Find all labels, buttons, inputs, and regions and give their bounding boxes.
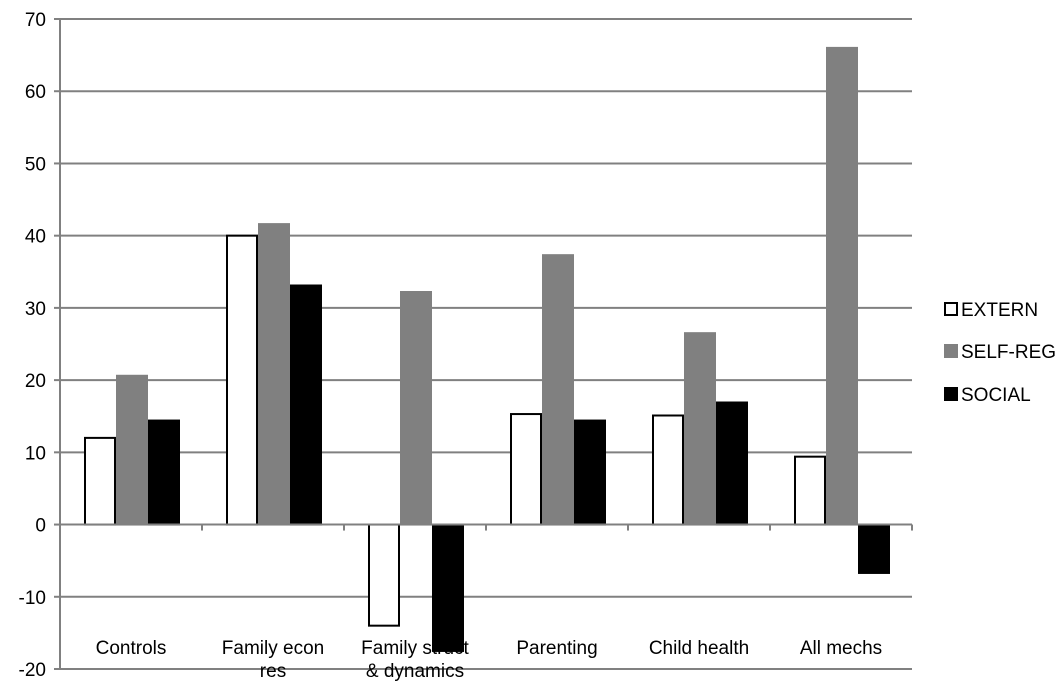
category-label: Parenting: [516, 638, 597, 659]
legend-label: SOCIAL: [961, 385, 1031, 406]
category-label: & dynamics: [366, 661, 464, 682]
bars: [84, 46, 890, 652]
y-tick-label: 10: [25, 443, 46, 464]
bar-extern-1: [226, 234, 258, 526]
bar-social-4: [716, 401, 748, 526]
bar-social-5: [858, 523, 890, 574]
bar-social-1: [290, 284, 322, 526]
legend-label: SELF-REG: [961, 342, 1056, 363]
bar-extern-4: [652, 414, 684, 526]
category-label: Child health: [649, 638, 749, 659]
bar-social-2: [432, 523, 464, 652]
y-tick-label: 20: [25, 371, 46, 392]
category-label: Family econ: [222, 638, 324, 659]
bar-self-reg-0: [116, 374, 148, 526]
bar-social-0: [148, 419, 180, 526]
legend-swatch-social: [944, 387, 958, 401]
bar-self-reg-3: [542, 254, 574, 526]
y-tick-label: 40: [25, 227, 46, 248]
y-tick-label: 60: [25, 82, 46, 103]
legend: EXTERN SELF-REG SOCIAL: [944, 300, 1056, 406]
y-axis-ticks: -20 -10 0 10 20 30 40 50 60 70: [19, 10, 60, 681]
y-tick-label: -10: [19, 588, 46, 609]
y-tick-label: 0: [35, 516, 46, 537]
axes: [59, 19, 913, 669]
bar-social-3: [574, 419, 606, 526]
y-tick-label: 50: [25, 154, 46, 175]
bar-self-reg-4: [684, 332, 716, 526]
gridlines: [60, 18, 912, 670]
y-tick-label: 30: [25, 299, 46, 320]
bar-self-reg-5: [826, 46, 858, 526]
category-label: res: [260, 661, 286, 682]
y-tick-label: -20: [19, 660, 46, 681]
bar-extern-2: [368, 523, 400, 627]
bar-extern-3: [510, 413, 542, 526]
legend-swatch-self-reg: [944, 344, 958, 358]
category-label: All mechs: [800, 638, 882, 659]
y-tick-label: 70: [25, 10, 46, 31]
bar-self-reg-1: [258, 223, 290, 526]
bar-extern-5: [794, 455, 826, 526]
legend-swatch-extern: [944, 302, 958, 316]
category-label: Controls: [96, 638, 167, 659]
category-label: Family struct: [361, 638, 469, 659]
legend-label: EXTERN: [961, 300, 1038, 321]
bar-self-reg-2: [400, 291, 432, 526]
bar-extern-0: [84, 436, 116, 526]
